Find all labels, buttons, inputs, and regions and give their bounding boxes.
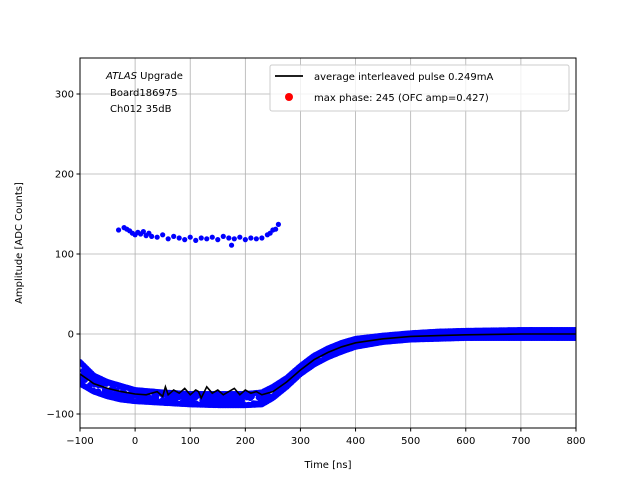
axes-frame (79, 57, 577, 429)
x-tick-label: −100 (66, 436, 93, 447)
legend-point-swatch (285, 93, 293, 101)
scatter-point (242, 237, 248, 243)
x-tick-label: 500 (401, 436, 420, 447)
y-tick-label: 300 (55, 90, 74, 101)
y-tick-label: 0 (68, 330, 74, 341)
scatter-point (187, 234, 193, 240)
x-tick-label: 700 (511, 436, 530, 447)
x-tick-label: 800 (566, 436, 585, 447)
plot-marks (80, 221, 576, 409)
scatter-point (259, 235, 265, 241)
x-tick-label: 200 (236, 436, 255, 447)
scatter-point (204, 236, 210, 242)
scatter-point (273, 226, 279, 232)
legend-box (269, 64, 570, 112)
scatter-point (198, 235, 204, 241)
scatter-point (193, 237, 199, 243)
scatter-point (275, 221, 281, 227)
legend-label-average: average interleaved pulse 0.249mA (314, 72, 493, 83)
scatter-point (215, 237, 221, 243)
scatter-point (226, 235, 232, 241)
y-tick-label: 200 (55, 170, 74, 181)
x-axis-label: Time [ns] (303, 460, 351, 471)
scatter-point (220, 233, 226, 239)
annotation-channel: Ch012 35dB (110, 104, 172, 115)
scatter-point (253, 236, 259, 242)
annotation-atlas: ATLAS (105, 71, 138, 82)
annotation-board: Board186975 (110, 88, 178, 99)
annotation: ATLAS Upgrade Board186975 Ch012 35dB (105, 71, 183, 115)
annotation-upgrade: Upgrade (137, 71, 183, 82)
scatter-point (115, 227, 122, 233)
legend: average interleaved pulse 0.249mA max ph… (269, 64, 570, 112)
scatter-point (149, 233, 155, 239)
scatter-point (231, 236, 237, 242)
x-tick-label: 100 (181, 436, 200, 447)
legend-label-max-phase: max phase: 245 (OFC amp=0.427) (314, 93, 489, 104)
scatter-point (154, 234, 160, 240)
average-pulse-line (80, 333, 576, 400)
scatter-point (165, 236, 171, 242)
y-tick-label: −100 (47, 410, 74, 421)
y-axis-label: Amplitude [ADC Counts] (14, 182, 25, 304)
ticks: −100 0 100 200 300 400 500 600 700 800 −100 0 100 200… (47, 90, 586, 448)
scatter-point (209, 234, 215, 240)
grid (79, 58, 577, 428)
x-tick-label: 600 (456, 436, 475, 447)
band-point (573, 327, 576, 333)
y-tick-label: 100 (55, 250, 74, 261)
scatter-point (228, 242, 235, 248)
x-tick-label: 0 (132, 436, 138, 447)
scatter-point (171, 233, 177, 239)
svg-text:ATLAS Upgrade: ATLAS Upgrade (105, 71, 183, 82)
scatter-point (248, 235, 254, 241)
scatter-point (140, 229, 146, 235)
scatter-point (160, 232, 166, 238)
x-tick-label: 400 (346, 436, 365, 447)
x-tick-label: 300 (291, 436, 310, 447)
scatter-point (237, 234, 243, 240)
scatter-point (182, 237, 188, 243)
scatter-point (176, 235, 182, 241)
